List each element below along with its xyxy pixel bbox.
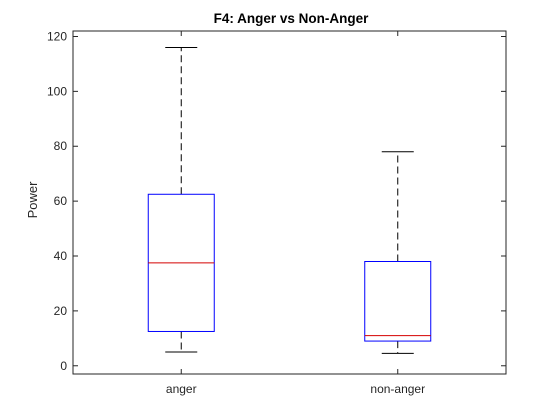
box-anger: [147, 46, 215, 353]
plot-frame: [72, 30, 507, 375]
y-tick-label: 100: [47, 84, 67, 98]
y-tick-label: 60: [54, 194, 68, 208]
y-tick-label: 120: [47, 29, 67, 43]
x-tick-label: anger: [166, 382, 197, 396]
y-axis-label: Power: [25, 181, 40, 219]
y-tick-label: 40: [54, 249, 68, 263]
chart-title: F4: Anger vs Non-Anger: [214, 11, 370, 26]
boxes: [147, 46, 432, 354]
axis-ticks: 0 20 40 60 80 100 120 anger non-anger: [47, 29, 506, 396]
x-tick-label: non-anger: [370, 382, 425, 396]
y-tick-label: 0: [60, 359, 67, 373]
y-tick-label: 20: [54, 304, 68, 318]
y-tick-label: 80: [54, 139, 68, 153]
box-non-anger: [364, 151, 432, 354]
interquartile-box: [364, 260, 432, 342]
